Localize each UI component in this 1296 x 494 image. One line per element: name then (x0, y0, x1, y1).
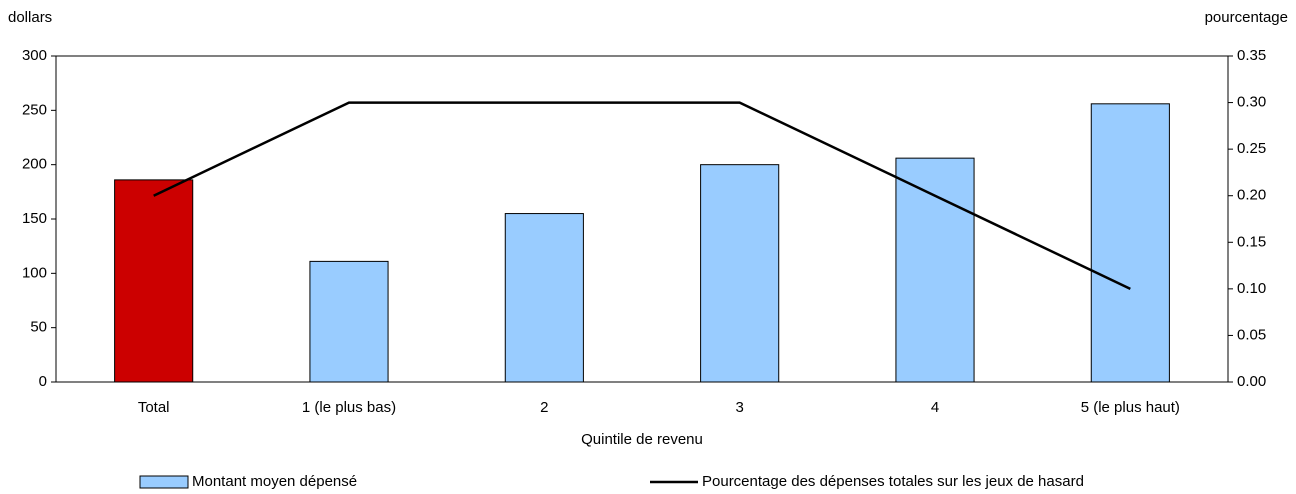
y2-axis-label: pourcentage (1205, 9, 1288, 26)
legend-swatch (139, 475, 189, 489)
y-tick-label: 0 (39, 373, 47, 390)
y-tick-label: 50 (30, 319, 47, 336)
x-tick-label: 1 (le plus bas) (302, 399, 396, 416)
y2-tick-label: 0.30 (1237, 94, 1266, 111)
y2-tick-label: 0.15 (1237, 233, 1266, 250)
bar (309, 260, 389, 383)
legend-label: Pourcentage des dépenses totales sur les… (702, 473, 1084, 490)
bar (700, 164, 780, 383)
x-tick-label: Total (138, 399, 170, 416)
x-axis-label: Quintile de revenu (581, 431, 703, 448)
y2-tick-label: 0.20 (1237, 187, 1266, 204)
x-tick-label: 4 (931, 399, 939, 416)
bar (114, 179, 194, 383)
y-tick-label: 250 (22, 101, 47, 118)
x-tick-label: 3 (735, 399, 743, 416)
line (153, 101, 1131, 290)
bar (895, 157, 975, 383)
legend-label: Montant moyen dépensé (192, 473, 357, 490)
x-tick-label: 2 (540, 399, 548, 416)
y2-tick-label: 0.35 (1237, 47, 1266, 64)
bar (504, 213, 584, 383)
y-axis-label: dollars (8, 9, 52, 26)
bar (1090, 103, 1170, 383)
y2-tick-label: 0.10 (1237, 280, 1266, 297)
y2-tick-label: 0.05 (1237, 326, 1266, 343)
y-tick-label: 100 (22, 264, 47, 281)
y-tick-label: 150 (22, 210, 47, 227)
y2-tick-label: 0.00 (1237, 373, 1266, 390)
y-tick-label: 200 (22, 156, 47, 173)
x-tick-label: 5 (le plus haut) (1081, 399, 1180, 416)
plot-frame (55, 55, 1229, 383)
y2-tick-label: 0.25 (1237, 140, 1266, 157)
y-tick-label: 300 (22, 47, 47, 64)
